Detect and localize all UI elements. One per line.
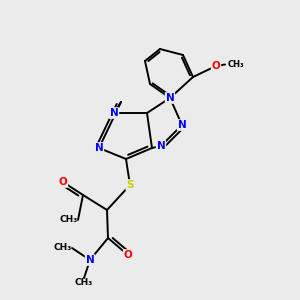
Text: N: N xyxy=(166,93,174,103)
Text: N: N xyxy=(178,120,186,130)
Text: N: N xyxy=(94,143,103,153)
Text: N: N xyxy=(157,141,165,151)
Text: CH₃: CH₃ xyxy=(54,244,72,253)
Text: N: N xyxy=(85,255,94,265)
Text: CH₃: CH₃ xyxy=(75,278,93,287)
Text: O: O xyxy=(212,61,220,71)
Text: O: O xyxy=(58,177,68,187)
Text: S: S xyxy=(126,180,134,190)
Text: N: N xyxy=(110,108,118,118)
Text: CH₃: CH₃ xyxy=(228,60,244,69)
Text: CH₃: CH₃ xyxy=(60,215,78,224)
Text: O: O xyxy=(124,250,132,260)
